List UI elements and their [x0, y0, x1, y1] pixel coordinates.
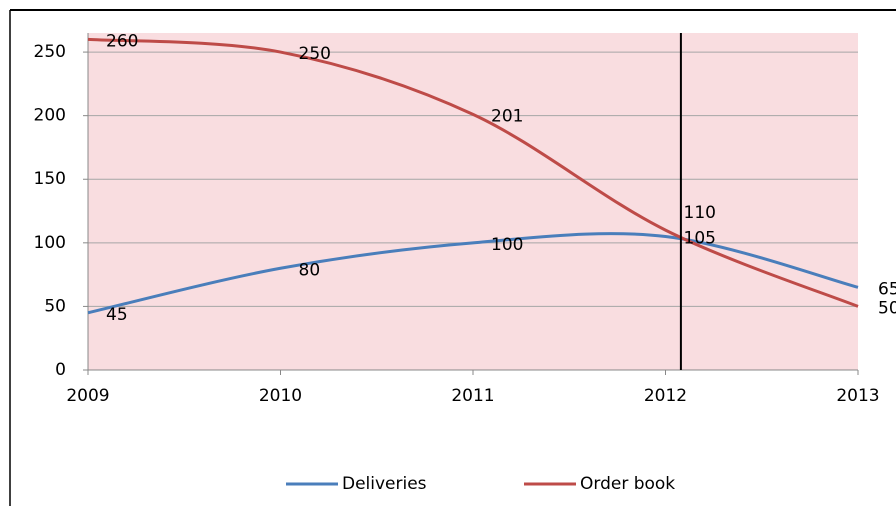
data-label: 201 — [491, 106, 523, 126]
x-tick-label: 2011 — [451, 386, 494, 406]
legend-label: Deliveries — [342, 474, 427, 494]
data-label: 65 — [878, 279, 896, 299]
data-label: 105 — [684, 228, 716, 248]
y-tick-label: 0 — [55, 360, 66, 380]
series-line — [87, 37, 859, 308]
data-label: 110 — [684, 203, 716, 223]
x-tick-label: 2009 — [66, 386, 109, 406]
y-tick-label: 150 — [34, 169, 66, 189]
series-line — [87, 232, 859, 315]
y-tick-label: 250 — [34, 42, 66, 62]
data-label: 45 — [106, 305, 128, 325]
plot-area — [88, 33, 858, 370]
legend-label: Order book — [580, 474, 675, 494]
data-label: 100 — [491, 235, 523, 255]
data-label: 260 — [106, 31, 138, 51]
x-tick-label: 2010 — [259, 386, 302, 406]
y-tick-label: 50 — [44, 296, 66, 316]
data-label: 50 — [878, 298, 896, 318]
y-tick-label: 200 — [34, 106, 66, 126]
data-label: 80 — [299, 260, 321, 280]
x-tick-label: 2012 — [644, 386, 687, 406]
y-tick-label: 100 — [34, 233, 66, 253]
x-tick-label: 2013 — [836, 386, 879, 406]
data-label: 250 — [299, 44, 331, 64]
